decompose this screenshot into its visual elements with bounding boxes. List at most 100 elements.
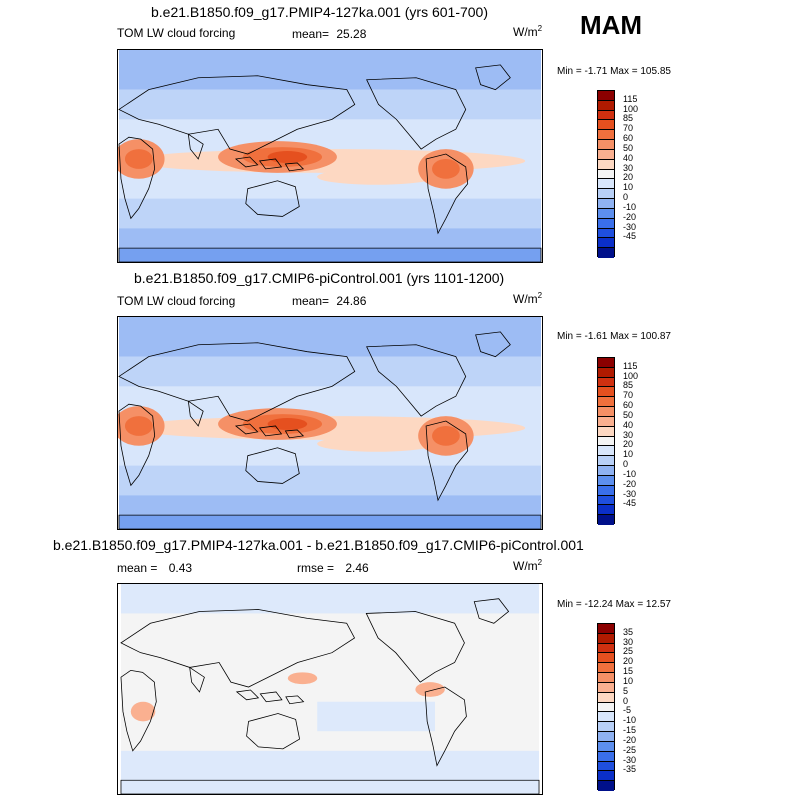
coastline	[235, 689, 260, 701]
colorbar-box	[598, 515, 614, 525]
colorbar-tick-label: 0	[623, 459, 629, 470]
lat-band	[118, 89, 542, 120]
colorbar-tick-label: 115	[623, 360, 638, 371]
coastline	[189, 666, 205, 693]
coastline	[425, 420, 469, 502]
colorbar-tick-label: 10	[623, 449, 634, 460]
colorbar-tick-label: 50	[623, 142, 634, 153]
colorbar-tick-label: -10	[623, 715, 637, 726]
colorbar-box	[598, 722, 614, 733]
colorbar-tick-label: 30	[623, 162, 634, 173]
colorbar-tick-label: 25	[623, 646, 634, 657]
negative-region	[317, 701, 435, 732]
coastline	[425, 153, 469, 235]
panel3-minmax: Min = -12.24 Max = 12.57	[557, 599, 671, 610]
season-label: MAM	[580, 10, 643, 40]
panel3-mean-value: 0.43	[168, 561, 193, 575]
panel1-title: b.e21.B1850.f09_g17.PMIP4-127ka.001 (yrs…	[151, 4, 489, 20]
panel1-mean-value: 25.28	[336, 27, 367, 41]
colorbar-tick-label: 30	[623, 636, 634, 647]
colorbar-box	[598, 426, 614, 437]
colorbar-box	[598, 673, 614, 683]
spcz-band	[317, 168, 436, 185]
colorbar-tick-label: 5	[623, 685, 629, 696]
coastline	[118, 247, 542, 262]
coastline	[366, 344, 467, 417]
coastline	[118, 342, 356, 422]
coastline	[118, 514, 542, 529]
panel3-rmse-label: rmse =	[297, 561, 335, 575]
coastline	[259, 691, 283, 703]
colorbar-tick-label: 0	[623, 192, 629, 203]
panel2-mean-label: mean=	[292, 294, 330, 308]
coastline	[258, 425, 283, 437]
colorbar-box	[598, 466, 614, 476]
colorbar-box	[598, 653, 614, 664]
colorbar-box	[598, 741, 614, 752]
panel1-minmax: Min = -1.71 Max = 105.85	[557, 66, 671, 77]
convection-center	[267, 151, 308, 163]
convection-center	[124, 416, 153, 436]
colorbar-tick-label: -35	[623, 764, 637, 775]
coastline	[120, 669, 157, 752]
colorbar-tick-label: 40	[623, 419, 634, 430]
panel2-variable: TOM LW cloud forcing	[117, 294, 236, 308]
coastline	[118, 403, 156, 487]
coastline	[475, 64, 511, 91]
lat-band	[118, 515, 542, 529]
colorbar-box	[598, 387, 614, 398]
panel3-rmse-value: 2.46	[345, 561, 369, 575]
coastline	[284, 162, 305, 172]
colorbar-box	[598, 633, 614, 644]
panel2-mean: mean= 24.86	[292, 294, 366, 308]
colorbar-tick-label: -30	[623, 488, 637, 499]
panel3-units-text: W/m	[513, 559, 538, 573]
coastline	[285, 695, 305, 705]
colorbar-box	[598, 238, 614, 249]
coastline	[234, 156, 259, 168]
positive-anomaly	[415, 682, 445, 697]
colorbar-box	[598, 377, 614, 388]
lat-band	[118, 248, 542, 262]
coastline	[365, 611, 465, 683]
colorbar-box	[598, 179, 614, 190]
colorbar-box	[598, 475, 614, 486]
colorbar-tick-label: -20	[623, 211, 637, 222]
colorbar-tick-label: -30	[623, 754, 637, 765]
colorbar-box	[598, 130, 614, 141]
colorbar-box	[598, 456, 614, 467]
panel3-units: W/m2	[513, 558, 542, 573]
colorbar-box	[598, 208, 614, 219]
coastline	[246, 713, 301, 750]
coastline	[118, 136, 156, 220]
panel1-units: W/m2	[513, 24, 542, 39]
lat-band	[118, 356, 542, 387]
panel1-map	[117, 49, 543, 263]
colorbar-box	[598, 436, 614, 447]
panel2-minmax: Min = -1.61 Max = 100.87	[557, 331, 671, 342]
panel2-units: W/m2	[513, 291, 542, 306]
colorbar-box	[598, 120, 614, 131]
coastline	[424, 686, 467, 767]
colorbar-box	[598, 159, 614, 170]
colorbar-tick-label: 100	[623, 103, 639, 114]
panel1-units-sup: 2	[537, 24, 543, 33]
colorbar-box	[598, 446, 614, 457]
lat-band	[118, 465, 542, 496]
colorbar-tick-label: 10	[623, 675, 634, 686]
colorbar-tick-label: -45	[623, 231, 637, 242]
colorbar-box	[598, 643, 614, 654]
colorbar-tick-label: 60	[623, 133, 634, 144]
positive-anomaly	[287, 672, 318, 685]
spcz-band	[317, 435, 436, 452]
colorbar-tick-label: 60	[623, 400, 634, 411]
colorbar-box	[598, 692, 614, 703]
colorbar-box	[598, 624, 614, 634]
colorbar-box	[598, 751, 614, 762]
colorbar-tick-label: -20	[623, 478, 637, 489]
colorbar-tick-label: 115	[623, 93, 638, 104]
coastline	[187, 400, 204, 427]
lat-band	[118, 228, 542, 249]
coastline	[245, 447, 300, 484]
convection-center	[432, 158, 460, 179]
